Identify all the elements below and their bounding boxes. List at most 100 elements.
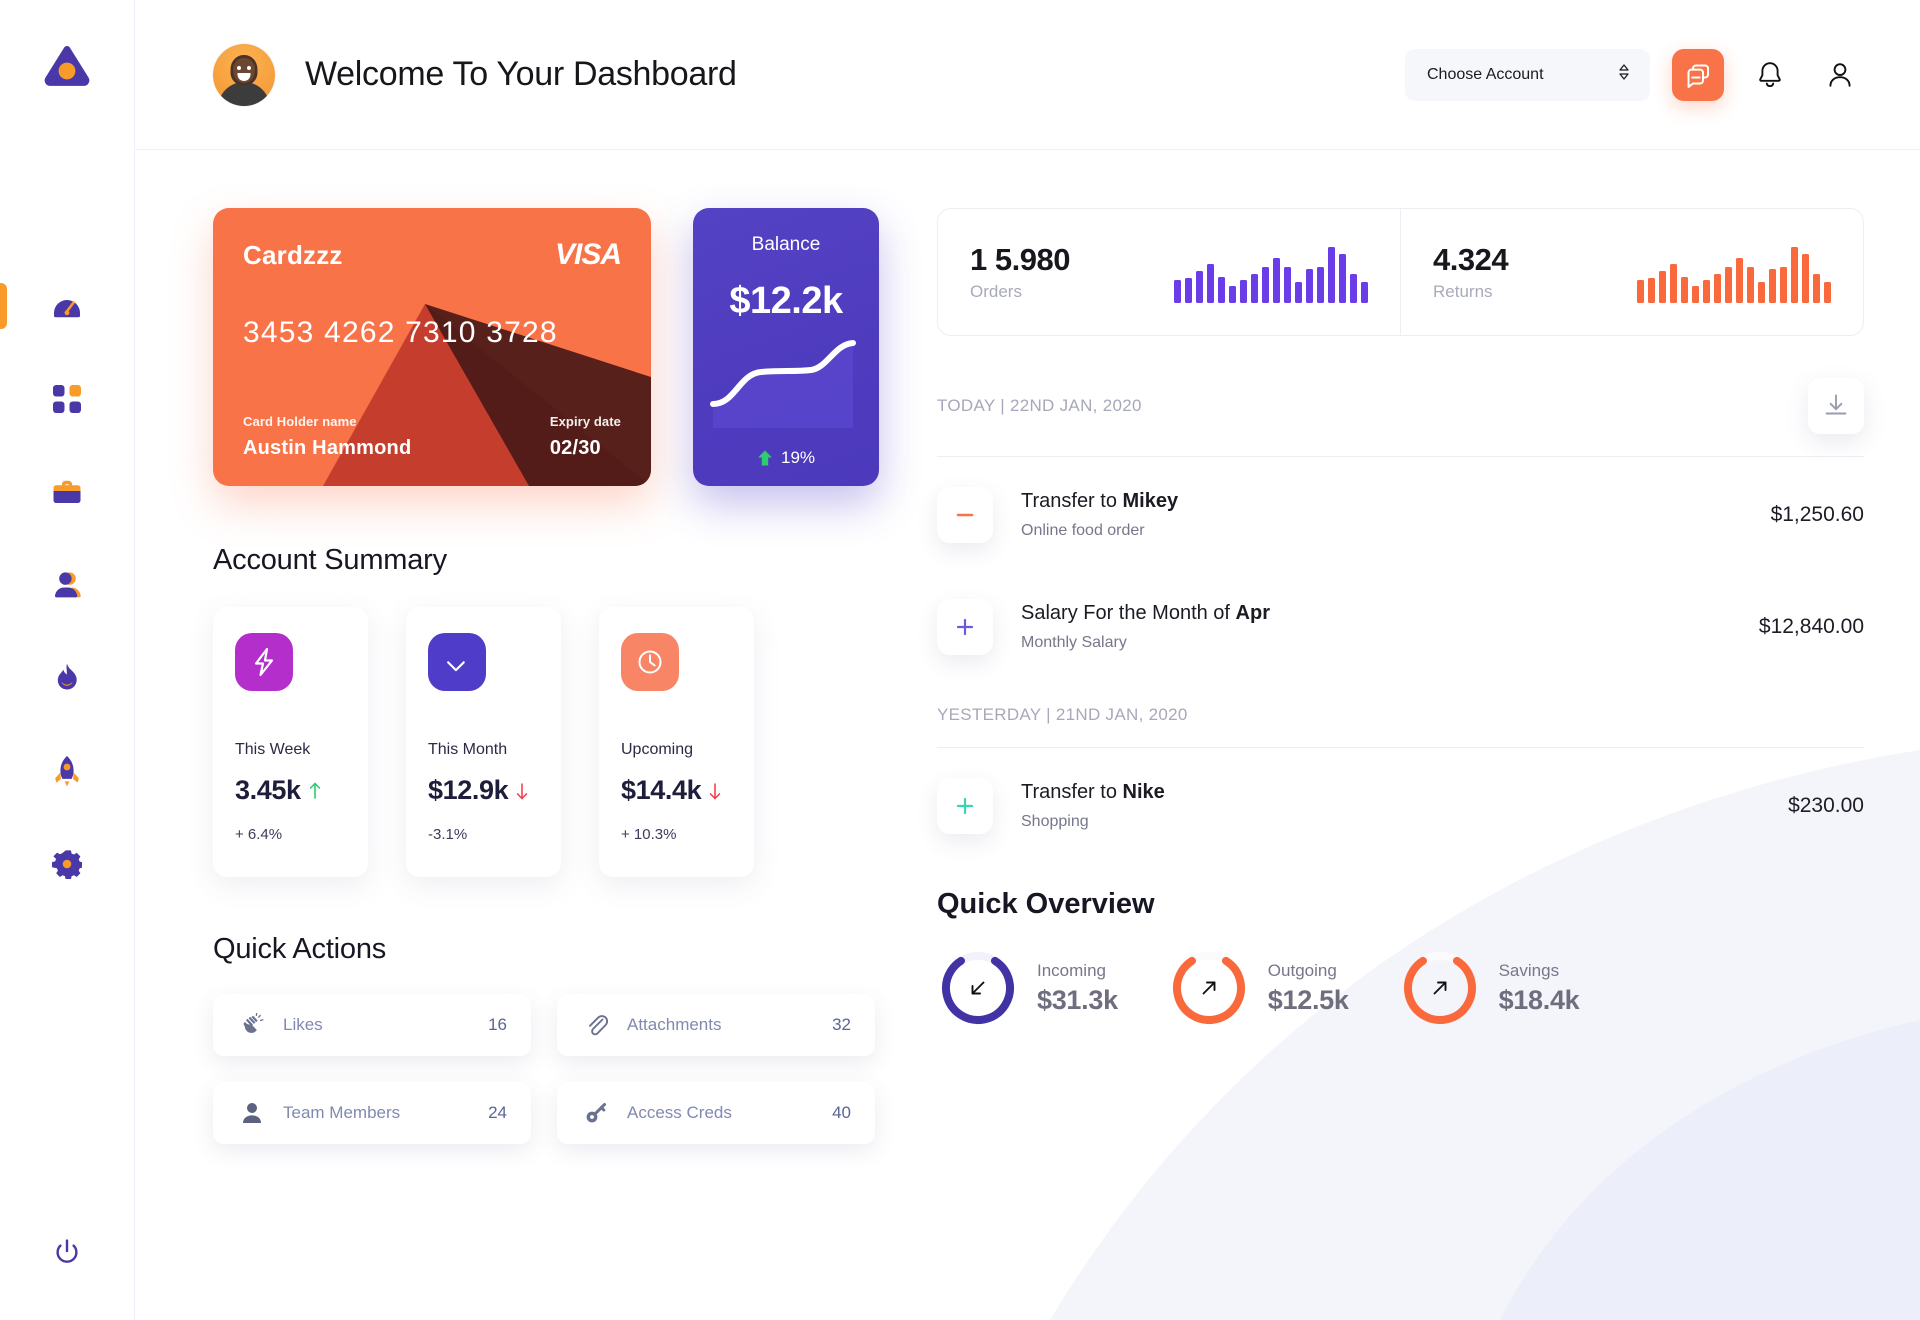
trend-up-icon	[309, 782, 320, 799]
stat-returns-text: 4.324 Returns	[1433, 242, 1509, 302]
transactions-header-today: TODAY | 22ND JAN, 2020	[937, 378, 1864, 434]
sparkline-bar	[1747, 267, 1754, 303]
sparkline-bar	[1196, 271, 1203, 303]
summary-label: This Week	[235, 741, 311, 758]
quick-overview-savings[interactable]: Savings $18.4k	[1399, 947, 1580, 1029]
transaction-title-prefix: Salary For the Month of	[1021, 602, 1236, 624]
credit-card[interactable]: Cardzzz VISA 3453 4262 7310 3728 Card Ho…	[213, 208, 651, 486]
transaction-title: Transfer to Mikey	[1021, 490, 1178, 513]
quick-action-access-creds[interactable]: Access Creds 40	[557, 1082, 875, 1144]
outgoing-text: Outgoing $12.5k	[1268, 961, 1349, 1016]
stat-returns: 4.324 Returns	[1400, 209, 1863, 335]
quick-action-label: Likes	[283, 1015, 323, 1034]
summary-delta: + 6.4%	[235, 826, 283, 843]
transaction-title-prefix: Transfer to	[1021, 490, 1123, 512]
paperclip-icon	[581, 1013, 611, 1037]
sidebar-item-profile[interactable]	[0, 565, 134, 605]
person-icon	[237, 1101, 267, 1125]
transaction-subtitle: Online food order	[1021, 522, 1145, 539]
power-icon	[56, 1239, 78, 1263]
arrow-up-right-icon	[1168, 947, 1250, 1029]
sidebar-item-settings[interactable]	[0, 844, 134, 884]
sidebar-item-business[interactable]	[0, 472, 134, 512]
grid-icon	[53, 385, 81, 413]
stats-strip: 1 5.980 Orders 4.324 Returns	[937, 208, 1864, 336]
transaction-amount: $230.00	[1788, 794, 1864, 817]
app-logo[interactable]	[37, 36, 97, 96]
summary-card-this-month[interactable]: This Month $12.9k -3.1%	[406, 607, 561, 877]
sparkline-bar	[1670, 264, 1677, 303]
card-holder-block: Card Holder name Austin Hammond	[243, 414, 411, 460]
sparkline-bar	[1714, 274, 1721, 303]
account-select[interactable]: Choose Account	[1405, 48, 1650, 101]
transaction-subtitle: Shopping	[1021, 813, 1089, 830]
lightning-icon	[254, 647, 274, 677]
incoming-donut	[937, 947, 1019, 1029]
account-summary-cards: This Week 3.45k + 6.4%	[213, 607, 893, 877]
balance-card[interactable]: Balance $12.2k 19%	[693, 208, 879, 486]
power-button[interactable]	[0, 1238, 134, 1268]
minus-icon-badge	[937, 487, 993, 543]
table-row[interactable]: Salary For the Month of Apr Monthly Sala…	[937, 569, 1864, 681]
sidebar-item-dashboard[interactable]	[0, 283, 134, 329]
card-holder-name: Austin Hammond	[243, 437, 412, 459]
download-button[interactable]	[1808, 378, 1864, 434]
orders-sparkline	[1174, 241, 1368, 303]
sparkline-bar	[1284, 267, 1291, 303]
balance-change-value: 19%	[780, 448, 816, 467]
profile-button[interactable]	[1816, 51, 1864, 99]
transaction-title: Salary For the Month of Apr	[1021, 602, 1270, 625]
app-logo-icon	[44, 45, 90, 86]
table-row[interactable]: Transfer to Nike Shopping $230.00	[937, 748, 1864, 860]
transaction-text: Salary For the Month of Apr Monthly Sala…	[1021, 602, 1270, 652]
summary-card-this-week[interactable]: This Week 3.45k + 6.4%	[213, 607, 368, 877]
sparkline-bar	[1758, 282, 1765, 303]
sparkline-bar	[1681, 277, 1688, 303]
plus-icon-badge	[937, 599, 993, 655]
sidebar-item-launch[interactable]	[0, 751, 134, 791]
quick-overview-incoming[interactable]: Incoming $31.3k	[937, 947, 1118, 1029]
quick-action-count: 40	[832, 1103, 851, 1122]
plus-icon	[956, 797, 974, 815]
summary-value: $14.4k	[621, 775, 702, 805]
transaction-title-bold: Mikey	[1122, 490, 1179, 512]
sparkline-bar	[1637, 279, 1644, 303]
right-column: 1 5.980 Orders 4.324 Returns	[937, 208, 1864, 1144]
avatar-eye-right	[247, 65, 252, 70]
quick-action-attachments[interactable]: Attachments 32	[557, 994, 875, 1056]
quick-action-likes[interactable]: Likes 16	[213, 994, 531, 1056]
summary-value-row: $12.9k	[428, 775, 539, 806]
summary-card-upcoming[interactable]: Upcoming $14.4k + 10.3%	[599, 607, 754, 877]
sparkline-bar	[1769, 268, 1776, 303]
transaction-group-day: YESTERDAY | 21ND JAN, 2020	[937, 705, 1188, 724]
quick-overview-outgoing[interactable]: Outgoing $12.5k	[1168, 947, 1349, 1029]
sidebar-item-apps[interactable]	[0, 379, 134, 419]
flame-icon	[57, 663, 77, 690]
messages-button[interactable]	[1672, 48, 1724, 101]
clock-icon-badge	[621, 633, 679, 691]
quick-overview-value: $31.3k	[1037, 984, 1118, 1015]
sparkline-bar	[1813, 273, 1820, 303]
user-avatar[interactable]	[213, 43, 275, 106]
sparkline-bar	[1240, 279, 1247, 303]
sparkline-bar	[1725, 266, 1732, 303]
clock-icon	[638, 650, 662, 674]
account-summary-heading: Account Summary	[213, 544, 447, 576]
table-row[interactable]: Transfer to Mikey Online food order $1,2…	[937, 457, 1864, 569]
sidebar-item-trending[interactable]	[0, 658, 134, 698]
summary-value: $12.9k	[428, 775, 509, 805]
quick-action-team-members[interactable]: Team Members 24	[213, 1082, 531, 1144]
notifications-button[interactable]	[1746, 51, 1794, 99]
card-number: 3453 4262 7310 3728	[243, 316, 558, 349]
sparkline-bar	[1361, 282, 1368, 303]
quick-overview-value: $12.5k	[1267, 984, 1349, 1015]
sidebar	[0, 0, 135, 1320]
plus-icon	[956, 618, 974, 636]
summary-delta: -3.1%	[428, 826, 468, 843]
sparkline-bar	[1736, 258, 1743, 303]
incoming-text: Incoming $31.3k	[1037, 961, 1118, 1016]
transactions-header-yesterday: YESTERDAY | 21ND JAN, 2020	[937, 705, 1864, 725]
summary-value-row: 3.45k	[235, 775, 346, 806]
savings-text: Savings $18.4k	[1499, 961, 1580, 1016]
sparkline-bar	[1648, 278, 1655, 303]
